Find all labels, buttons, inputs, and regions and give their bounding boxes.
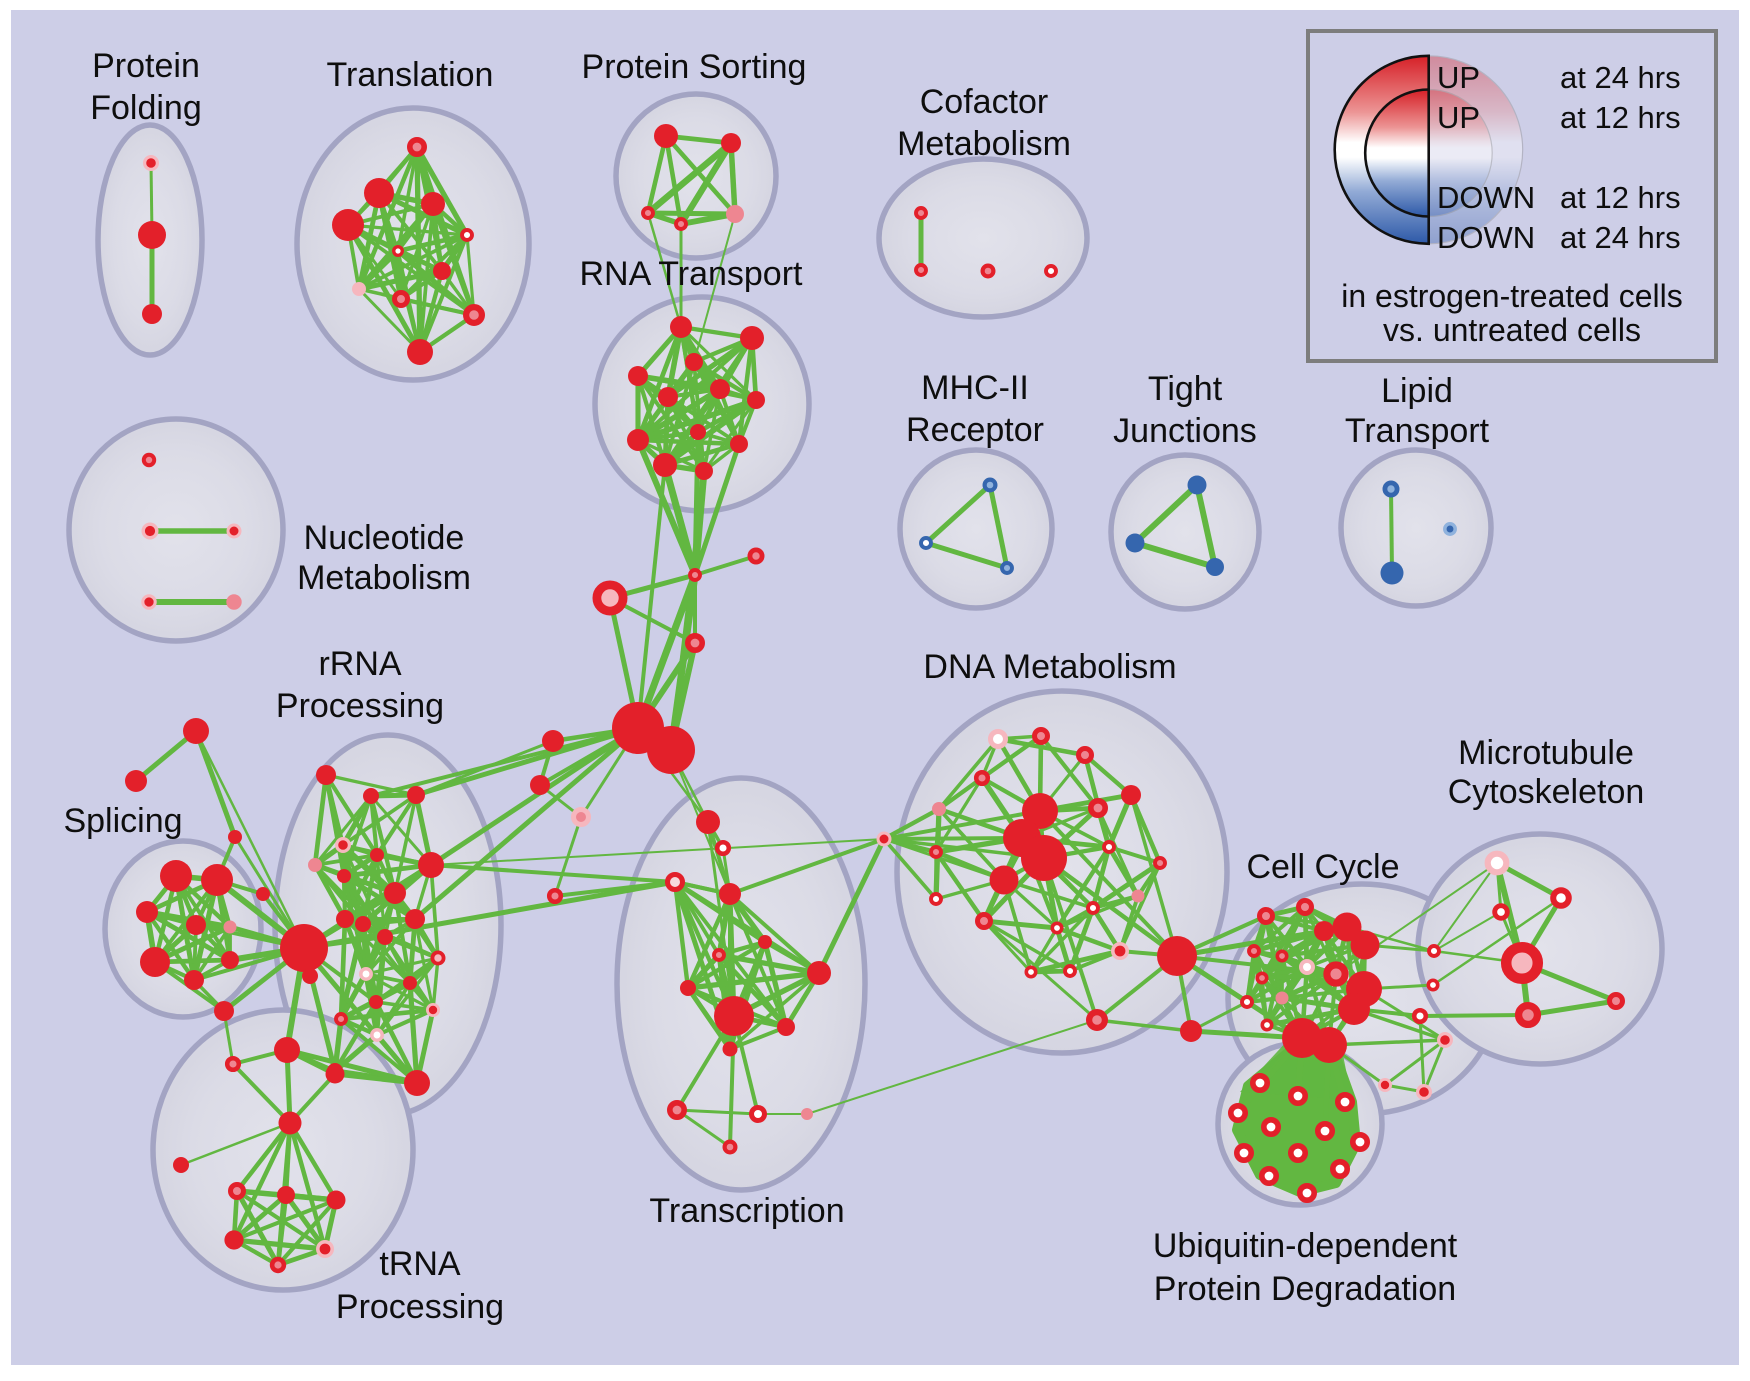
svg-text:Lipid: Lipid [1381,372,1453,410]
svg-text:Folding: Folding [90,89,202,127]
svg-text:UP: UP [1437,60,1480,95]
svg-text:Protein Degradation: Protein Degradation [1154,1270,1456,1308]
svg-text:Protein Sorting: Protein Sorting [582,48,807,86]
svg-text:Cofactor: Cofactor [920,83,1049,121]
svg-text:Microtubule: Microtubule [1458,734,1634,772]
svg-text:Splicing: Splicing [63,802,182,840]
svg-text:RNA Transport: RNA Transport [580,255,804,293]
svg-text:Protein: Protein [92,47,200,85]
svg-text:DOWN: DOWN [1437,180,1535,215]
svg-text:DOWN: DOWN [1437,220,1535,255]
svg-text:vs. untreated cells: vs. untreated cells [1383,312,1641,348]
svg-text:Metabolism: Metabolism [897,125,1071,163]
svg-text:tRNA: tRNA [379,1245,461,1283]
svg-text:Translation: Translation [327,56,494,94]
svg-text:Transport: Transport [1345,412,1490,450]
svg-text:Transcription: Transcription [649,1192,844,1230]
svg-text:Nucleotide: Nucleotide [304,519,465,557]
svg-text:DNA Metabolism: DNA Metabolism [923,648,1176,686]
svg-text:Processing: Processing [276,687,444,725]
svg-text:Junctions: Junctions [1113,412,1257,450]
svg-text:Tight: Tight [1148,370,1223,408]
svg-text:Cell Cycle: Cell Cycle [1246,848,1399,886]
svg-text:MHC-II: MHC-II [921,369,1029,407]
svg-text:in estrogen-treated cells: in estrogen-treated cells [1341,278,1683,314]
svg-text:Metabolism: Metabolism [297,559,471,597]
svg-text:Processing: Processing [336,1288,504,1326]
svg-text:at 12 hrs: at 12 hrs [1560,100,1681,135]
svg-text:rRNA: rRNA [318,645,401,683]
svg-text:Ubiquitin-dependent: Ubiquitin-dependent [1153,1227,1458,1265]
svg-text:at 24 hrs: at 24 hrs [1560,60,1681,95]
svg-text:at 24 hrs: at 24 hrs [1560,220,1681,255]
svg-text:at 12 hrs: at 12 hrs [1560,180,1681,215]
svg-text:Cytoskeleton: Cytoskeleton [1448,773,1645,811]
svg-text:Receptor: Receptor [906,411,1044,449]
svg-text:UP: UP [1437,100,1480,135]
